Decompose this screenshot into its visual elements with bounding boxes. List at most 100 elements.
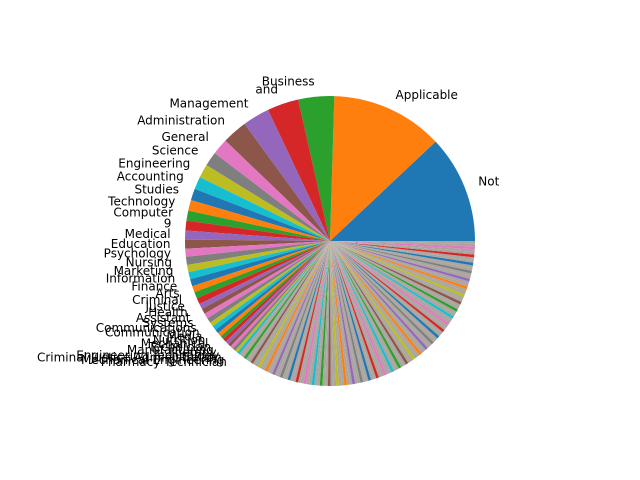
slice-label: Psychology	[104, 247, 171, 261]
slice-label: Manufacturing	[127, 343, 214, 357]
slice-label: Marketing	[114, 264, 174, 278]
pie-slice-minor	[330, 241, 379, 379]
slice-label: Communications	[96, 321, 197, 335]
pie-slice-technology	[188, 200, 330, 241]
pie-slice-minor	[319, 241, 330, 386]
pie-slice-minor	[330, 241, 445, 333]
pie-slice-minor	[330, 241, 457, 315]
pie-slice-psychology	[185, 241, 330, 257]
pie-slice-administration	[225, 123, 330, 241]
pie-slice-mechanical-engineering	[232, 241, 330, 351]
pie-slice-minor	[330, 241, 448, 328]
slice-label: Mechanical	[141, 337, 209, 351]
pie-slice-general	[214, 140, 330, 241]
pie-slice-minor	[277, 241, 330, 378]
pie-slice-minor	[292, 241, 330, 382]
pie-slice-minor	[306, 241, 330, 385]
pie-slice-minor	[282, 241, 330, 379]
slice-label: Media	[166, 329, 202, 343]
pie-slice-minor	[330, 241, 474, 266]
pie-slice-minor	[327, 241, 331, 386]
slice-label: Education	[111, 237, 171, 251]
pie-slice-minor	[330, 241, 462, 305]
pie-slice-business	[298, 96, 335, 242]
pie-slice-minor	[262, 241, 330, 371]
pie-slice-minor	[300, 241, 330, 384]
pie-slice-minor	[243, 241, 330, 360]
pie-slice-minor	[290, 241, 330, 382]
slice-label: General	[162, 130, 209, 144]
pie-slice-minor	[298, 241, 330, 384]
pie-slice-computer	[186, 210, 330, 241]
pie-slice-minor	[303, 241, 330, 385]
slice-label: Finance	[131, 280, 177, 294]
pie-slice-engineering-technology	[228, 241, 330, 347]
pie-slice-minor	[330, 241, 345, 386]
pie-slice-media	[212, 241, 330, 330]
pie-slice-minor	[330, 241, 473, 271]
pie-slice-minor	[330, 241, 464, 300]
slice-label: and	[255, 83, 278, 97]
pie-slice-engineering	[199, 165, 330, 241]
pie-slice-minor	[330, 241, 466, 295]
pie-slice-minor	[330, 241, 461, 307]
slice-label: Technology	[107, 194, 175, 208]
slice-label: Engineering	[118, 157, 190, 171]
pie-slice-pharmacy-technician	[235, 241, 330, 353]
slice-label: Engineering Technology	[76, 348, 219, 362]
pie-slice-minor	[330, 241, 430, 349]
pie-slice-minor	[330, 241, 348, 386]
pie-slice-minor	[330, 241, 472, 277]
pie-slice-science	[206, 153, 330, 241]
pie-slice-minor	[330, 241, 472, 274]
pie-slice-minor	[330, 241, 418, 359]
pie-slice-minor	[330, 241, 470, 282]
pie-slice-minor	[272, 241, 330, 376]
pie-slice-minor	[330, 241, 432, 347]
pie-slice-minor	[269, 241, 330, 374]
pie-slice-minor	[330, 241, 440, 339]
pie-slice-therapy	[225, 241, 330, 345]
pie-slice-minor	[257, 241, 330, 368]
slice-label: Justice	[144, 300, 184, 314]
pie-slice-minor	[239, 241, 330, 356]
slice-label: Arts	[155, 287, 179, 301]
pie-slice-minor	[330, 241, 475, 255]
pie-slice-minor	[330, 241, 385, 377]
pie-slice-communications	[207, 241, 330, 323]
pie-slice-minor	[330, 241, 447, 330]
pie-slice-minor	[330, 241, 404, 368]
slice-label: Studies	[134, 182, 179, 196]
pie-slice-manufacturing	[223, 241, 330, 342]
slice-label: Information	[106, 272, 175, 286]
pie-slice-management	[244, 109, 330, 242]
slice-label: Accounting	[117, 170, 184, 184]
pie-slice-justice	[196, 241, 330, 305]
pie-slice-9	[185, 220, 330, 241]
pie-slice-minor	[330, 241, 463, 302]
pie-slice-minor	[330, 241, 342, 386]
pie-slice-minor	[330, 241, 475, 258]
pie-slice-minor	[295, 241, 330, 383]
pie-slice-minor	[330, 241, 469, 287]
pie-slice-minor	[330, 241, 369, 382]
pie-slice-minor	[287, 241, 330, 381]
pie-slice-communication	[210, 241, 330, 327]
slice-label: Technician	[147, 340, 211, 354]
pie-slice-minor	[330, 241, 467, 292]
pie-slice-information	[188, 241, 330, 280]
pie-slice-minor	[330, 241, 475, 247]
pie-slice-minor	[279, 241, 330, 378]
pie-slice-minor	[330, 241, 387, 376]
pie-slice-minor	[330, 241, 399, 370]
pie-slice-nursing	[185, 241, 330, 266]
pie-slice-minor	[330, 241, 420, 357]
pie-slice-criminal-justice-administration	[230, 241, 330, 349]
pie-slice-minor	[252, 241, 330, 366]
pie-slice-minor	[259, 241, 330, 370]
pie-slice-not	[330, 141, 475, 241]
pie-slice-minor	[250, 241, 330, 364]
pie-slice-minor	[330, 241, 353, 385]
slice-label: Administration	[137, 113, 225, 127]
